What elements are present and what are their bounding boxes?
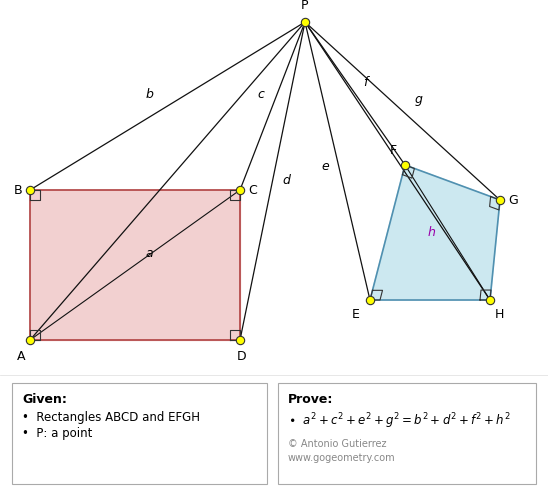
Text: A: A — [16, 350, 25, 363]
Text: © Antonio Gutierrez: © Antonio Gutierrez — [288, 439, 386, 449]
Text: G: G — [508, 193, 518, 207]
Text: D: D — [237, 350, 247, 363]
Text: $\bullet\ \ a^2 + c^2 + e^2 + g^2 = b^2 + d^2 + f^2 + h^2$: $\bullet\ \ a^2 + c^2 + e^2 + g^2 = b^2 … — [288, 411, 511, 430]
Text: b: b — [146, 88, 153, 101]
FancyBboxPatch shape — [12, 383, 267, 484]
FancyBboxPatch shape — [278, 383, 536, 484]
Text: •  P: a point: • P: a point — [22, 427, 93, 440]
Text: d: d — [283, 175, 290, 187]
Text: E: E — [352, 308, 360, 321]
Polygon shape — [30, 190, 240, 340]
Text: g: g — [414, 93, 423, 106]
Text: a: a — [145, 247, 153, 260]
Text: Prove:: Prove: — [288, 393, 333, 406]
Text: h: h — [427, 226, 436, 239]
Text: •  Rectangles ABCD and EFGH: • Rectangles ABCD and EFGH — [22, 411, 200, 424]
Text: C: C — [248, 184, 257, 196]
Text: c: c — [257, 88, 264, 101]
Text: B: B — [13, 184, 22, 196]
Text: www.gogeometry.com: www.gogeometry.com — [288, 453, 396, 463]
Polygon shape — [370, 165, 500, 300]
Text: Given:: Given: — [22, 393, 67, 406]
Text: H: H — [495, 308, 504, 321]
Text: e: e — [322, 159, 329, 173]
Text: P: P — [301, 0, 309, 12]
Text: f: f — [363, 75, 367, 89]
Text: F: F — [390, 144, 397, 157]
